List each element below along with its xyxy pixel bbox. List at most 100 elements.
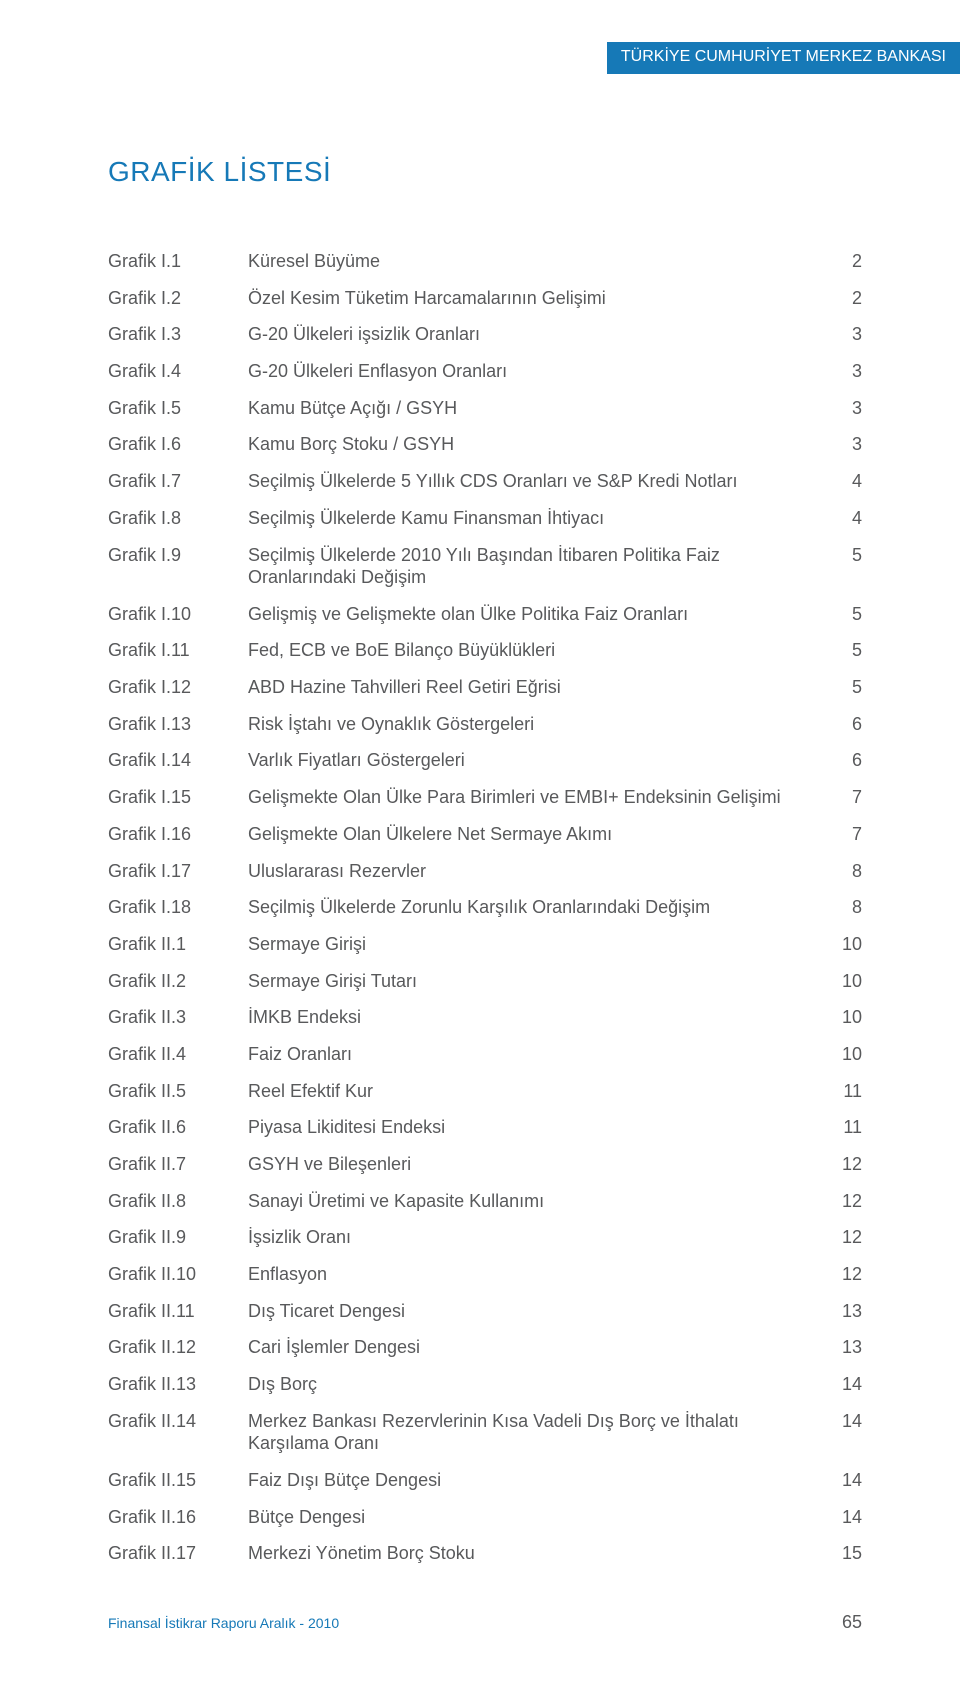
list-item-description: Merkez Bankası Rezervlerinin Kısa Vadeli… (248, 1410, 818, 1455)
list-item-id: Grafik II.12 (108, 1336, 248, 1359)
list-item-page: 7 (818, 823, 862, 846)
list-item-id: Grafik I.9 (108, 544, 248, 567)
list-item: Grafik I.8Seçilmiş Ülkelerde Kamu Finans… (108, 507, 862, 530)
page-footer: Finansal İstikrar Raporu Aralık - 2010 6… (108, 1612, 862, 1633)
list-item: Grafik II.6Piyasa Likiditesi Endeksi11 (108, 1116, 862, 1139)
list-item-page: 6 (818, 749, 862, 772)
list-item-page: 3 (818, 323, 862, 346)
list-item-description: Faiz Dışı Bütçe Dengesi (248, 1469, 818, 1492)
list-item: Grafik II.17Merkezi Yönetim Borç Stoku15 (108, 1542, 862, 1565)
list-item-id: Grafik II.15 (108, 1469, 248, 1492)
list-item-page: 2 (818, 250, 862, 273)
list-item-page: 5 (818, 639, 862, 662)
list-item-description: Özel Kesim Tüketim Harcamalarının Gelişi… (248, 287, 818, 310)
list-item-description: Fed, ECB ve BoE Bilanço Büyüklükleri (248, 639, 818, 662)
list-item-page: 11 (818, 1116, 862, 1139)
list-item: Grafik II.3İMKB Endeksi10 (108, 1006, 862, 1029)
list-item: Grafik I.14Varlık Fiyatları Göstergeleri… (108, 749, 862, 772)
list-item: Grafik II.11Dış Ticaret Dengesi13 (108, 1300, 862, 1323)
list-item-description: Bütçe Dengesi (248, 1506, 818, 1529)
list-item-id: Grafik II.5 (108, 1080, 248, 1103)
list-item-id: Grafik I.2 (108, 287, 248, 310)
list-item: Grafik I.9Seçilmiş Ülkelerde 2010 Yılı B… (108, 544, 862, 589)
list-item-description: İMKB Endeksi (248, 1006, 818, 1029)
list-item-description: Faiz Oranları (248, 1043, 818, 1066)
list-item: Grafik I.4G-20 Ülkeleri Enflasyon Oranla… (108, 360, 862, 383)
list-item-id: Grafik II.11 (108, 1300, 248, 1323)
list-item: Grafik I.6Kamu Borç Stoku / GSYH3 (108, 433, 862, 456)
list-item: Grafik II.1Sermaye Girişi10 (108, 933, 862, 956)
list-item-page: 12 (818, 1263, 862, 1286)
list-item-page: 14 (818, 1469, 862, 1492)
footer-page-number: 65 (842, 1612, 862, 1633)
list-item-description: Sermaye Girişi (248, 933, 818, 956)
list-item-description: Dış Borç (248, 1373, 818, 1396)
list-item-page: 10 (818, 1043, 862, 1066)
list-item-page: 14 (818, 1410, 862, 1433)
list-item-page: 6 (818, 713, 862, 736)
list-item-description: Cari İşlemler Dengesi (248, 1336, 818, 1359)
list-item-page: 8 (818, 896, 862, 919)
list-item-id: Grafik II.4 (108, 1043, 248, 1066)
list-item-page: 10 (818, 933, 862, 956)
list-item-description: Gelişmekte Olan Ülkelere Net Sermaye Akı… (248, 823, 818, 846)
list-item-description: Dış Ticaret Dengesi (248, 1300, 818, 1323)
page-title: GRAFİK LİSTESİ (108, 156, 331, 188)
list-item: Grafik II.7GSYH ve Bileşenleri12 (108, 1153, 862, 1176)
list-item-page: 5 (818, 544, 862, 567)
list-item-id: Grafik I.1 (108, 250, 248, 273)
list-item: Grafik I.1Küresel Büyüme2 (108, 250, 862, 273)
list-item-id: Grafik II.8 (108, 1190, 248, 1213)
list-item: Grafik II.9İşsizlik Oranı12 (108, 1226, 862, 1249)
list-item: Grafik I.5Kamu Bütçe Açığı / GSYH3 (108, 397, 862, 420)
list-item: Grafik I.10Gelişmiş ve Gelişmekte olan Ü… (108, 603, 862, 626)
list-item-description: Piyasa Likiditesi Endeksi (248, 1116, 818, 1139)
list-item-id: Grafik II.10 (108, 1263, 248, 1286)
list-item-id: Grafik I.18 (108, 896, 248, 919)
graphics-list: Grafik I.1Küresel Büyüme2 Grafik I.2Özel … (108, 250, 862, 1579)
list-item-description: Reel Efektif Kur (248, 1080, 818, 1103)
list-item-page: 14 (818, 1506, 862, 1529)
list-item-id: Grafik II.14 (108, 1410, 248, 1433)
list-item-page: 13 (818, 1300, 862, 1323)
list-item-description: Seçilmiş Ülkelerde 2010 Yılı Başından İt… (248, 544, 818, 589)
list-item-page: 7 (818, 786, 862, 809)
list-item-description: Enflasyon (248, 1263, 818, 1286)
list-item-description: G-20 Ülkeleri Enflasyon Oranları (248, 360, 818, 383)
list-item-page: 10 (818, 970, 862, 993)
list-item: Grafik I.17Uluslararası Rezervler8 (108, 860, 862, 883)
list-item-page: 5 (818, 676, 862, 699)
list-item-description: ABD Hazine Tahvilleri Reel Getiri Eğrisi (248, 676, 818, 699)
list-item-page: 5 (818, 603, 862, 626)
list-item: Grafik I.3G-20 Ülkeleri işsizlik Oranlar… (108, 323, 862, 346)
list-item-id: Grafik I.7 (108, 470, 248, 493)
list-item: Grafik II.12Cari İşlemler Dengesi13 (108, 1336, 862, 1359)
list-item-id: Grafik I.6 (108, 433, 248, 456)
list-item-id: Grafik II.16 (108, 1506, 248, 1529)
list-item-page: 4 (818, 470, 862, 493)
list-item-description: Seçilmiş Ülkelerde 5 Yıllık CDS Oranları… (248, 470, 818, 493)
list-item: Grafik I.15Gelişmekte Olan Ülke Para Bir… (108, 786, 862, 809)
list-item-id: Grafik I.4 (108, 360, 248, 383)
list-item: Grafik II.15Faiz Dışı Bütçe Dengesi14 (108, 1469, 862, 1492)
list-item-description: Risk İştahı ve Oynaklık Göstergeleri (248, 713, 818, 736)
list-item: Grafik II.2Sermaye Girişi Tutarı10 (108, 970, 862, 993)
list-item-id: Grafik I.17 (108, 860, 248, 883)
list-item-id: Grafik II.7 (108, 1153, 248, 1176)
list-item: Grafik II.16Bütçe Dengesi14 (108, 1506, 862, 1529)
list-item-description: Seçilmiş Ülkelerde Zorunlu Karşılık Oran… (248, 896, 818, 919)
list-item-description: Gelişmekte Olan Ülke Para Birimleri ve E… (248, 786, 818, 809)
list-item: Grafik I.12ABD Hazine Tahvilleri Reel Ge… (108, 676, 862, 699)
list-item-description: Gelişmiş ve Gelişmekte olan Ülke Politik… (248, 603, 818, 626)
list-item-id: Grafik II.1 (108, 933, 248, 956)
list-item-id: Grafik II.6 (108, 1116, 248, 1139)
list-item-id: Grafik I.5 (108, 397, 248, 420)
list-item-page: 12 (818, 1190, 862, 1213)
list-item-page: 2 (818, 287, 862, 310)
list-item: Grafik I.13Risk İştahı ve Oynaklık Göste… (108, 713, 862, 736)
list-item-id: Grafik I.16 (108, 823, 248, 846)
list-item-description: Kamu Borç Stoku / GSYH (248, 433, 818, 456)
list-item-page: 12 (818, 1153, 862, 1176)
list-item: Grafik II.14Merkez Bankası Rezervlerinin… (108, 1410, 862, 1455)
list-item-page: 3 (818, 397, 862, 420)
